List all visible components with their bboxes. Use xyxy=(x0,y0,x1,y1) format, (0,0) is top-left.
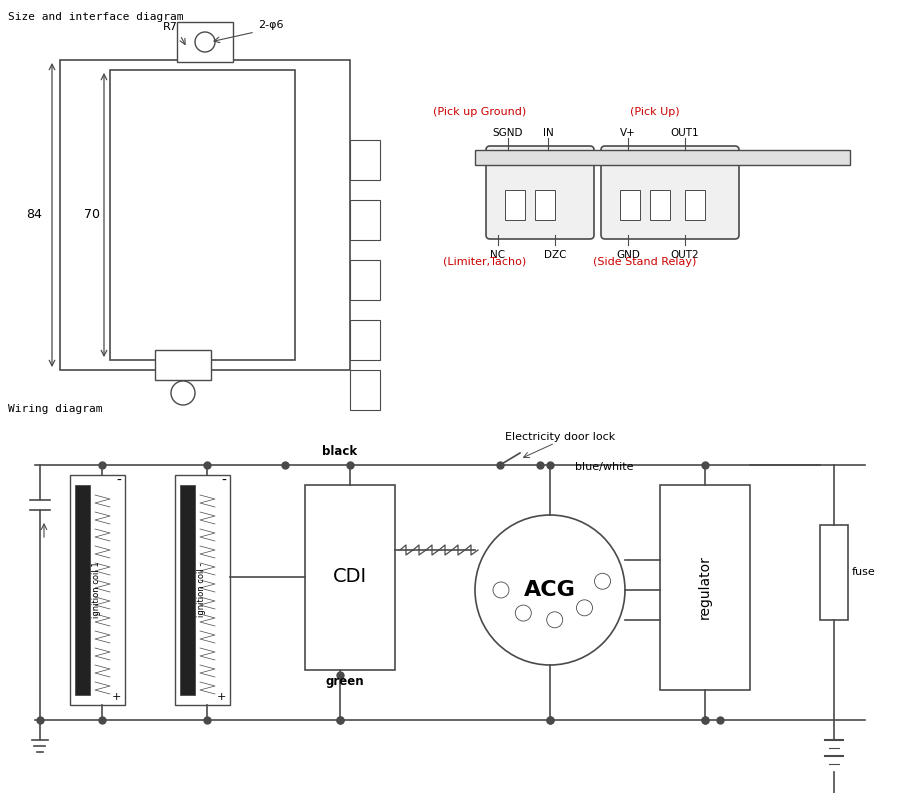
Text: SGND: SGND xyxy=(492,128,523,138)
Text: ignition coil 1: ignition coil 1 xyxy=(92,561,101,619)
FancyBboxPatch shape xyxy=(60,60,350,370)
FancyBboxPatch shape xyxy=(486,146,593,239)
Text: -: - xyxy=(116,474,121,488)
Text: +: + xyxy=(111,692,121,702)
Bar xyxy=(179,485,195,695)
Circle shape xyxy=(475,515,624,665)
Bar xyxy=(175,475,230,705)
Bar xyxy=(650,190,670,220)
Bar xyxy=(350,320,380,360)
Text: 2-φ6: 2-φ6 xyxy=(258,20,283,30)
Text: (Side Stand Relay): (Side Stand Relay) xyxy=(593,257,696,267)
Bar xyxy=(660,485,749,690)
Bar xyxy=(475,150,849,165)
Text: 84: 84 xyxy=(26,209,42,221)
Bar xyxy=(350,140,380,180)
Text: blue/white: blue/white xyxy=(574,462,633,472)
Bar xyxy=(619,190,640,220)
Text: green: green xyxy=(325,675,363,688)
Text: +: + xyxy=(217,692,226,702)
Bar xyxy=(110,70,294,360)
Text: black: black xyxy=(322,445,357,458)
FancyBboxPatch shape xyxy=(600,146,738,239)
Circle shape xyxy=(195,32,215,52)
Text: Wiring diagram: Wiring diagram xyxy=(8,404,102,414)
Text: 70: 70 xyxy=(84,209,100,221)
Circle shape xyxy=(170,381,195,405)
Bar xyxy=(350,200,380,240)
Text: regulator: regulator xyxy=(697,555,711,619)
Text: (Limiter,Tacho): (Limiter,Tacho) xyxy=(443,257,526,267)
Bar xyxy=(350,260,380,300)
Text: (Pick up Ground): (Pick up Ground) xyxy=(433,107,526,117)
Bar xyxy=(75,485,90,695)
Text: -: - xyxy=(220,474,226,488)
Text: V+: V+ xyxy=(619,128,635,138)
Text: IN: IN xyxy=(542,128,553,138)
Bar xyxy=(535,190,555,220)
Text: OUT2: OUT2 xyxy=(670,250,699,260)
Text: ACG: ACG xyxy=(524,580,576,600)
Bar xyxy=(684,190,704,220)
Bar xyxy=(350,370,380,410)
Text: fuse: fuse xyxy=(851,567,875,577)
Bar xyxy=(70,475,125,705)
Text: NC: NC xyxy=(490,250,505,260)
Bar xyxy=(819,525,847,620)
Text: (Pick Up): (Pick Up) xyxy=(630,107,679,117)
Text: CDI: CDI xyxy=(333,568,366,587)
Text: ignition coil -: ignition coil - xyxy=(198,563,206,617)
Text: DZC: DZC xyxy=(543,250,566,260)
FancyBboxPatch shape xyxy=(155,350,210,380)
Text: R7: R7 xyxy=(163,22,178,32)
Bar xyxy=(304,485,394,670)
FancyBboxPatch shape xyxy=(177,22,232,62)
Text: Electricity door lock: Electricity door lock xyxy=(505,432,615,442)
Bar xyxy=(505,190,525,220)
Text: OUT1: OUT1 xyxy=(670,128,699,138)
Text: GND: GND xyxy=(616,250,640,260)
Text: Size and interface diagram: Size and interface diagram xyxy=(8,12,183,22)
